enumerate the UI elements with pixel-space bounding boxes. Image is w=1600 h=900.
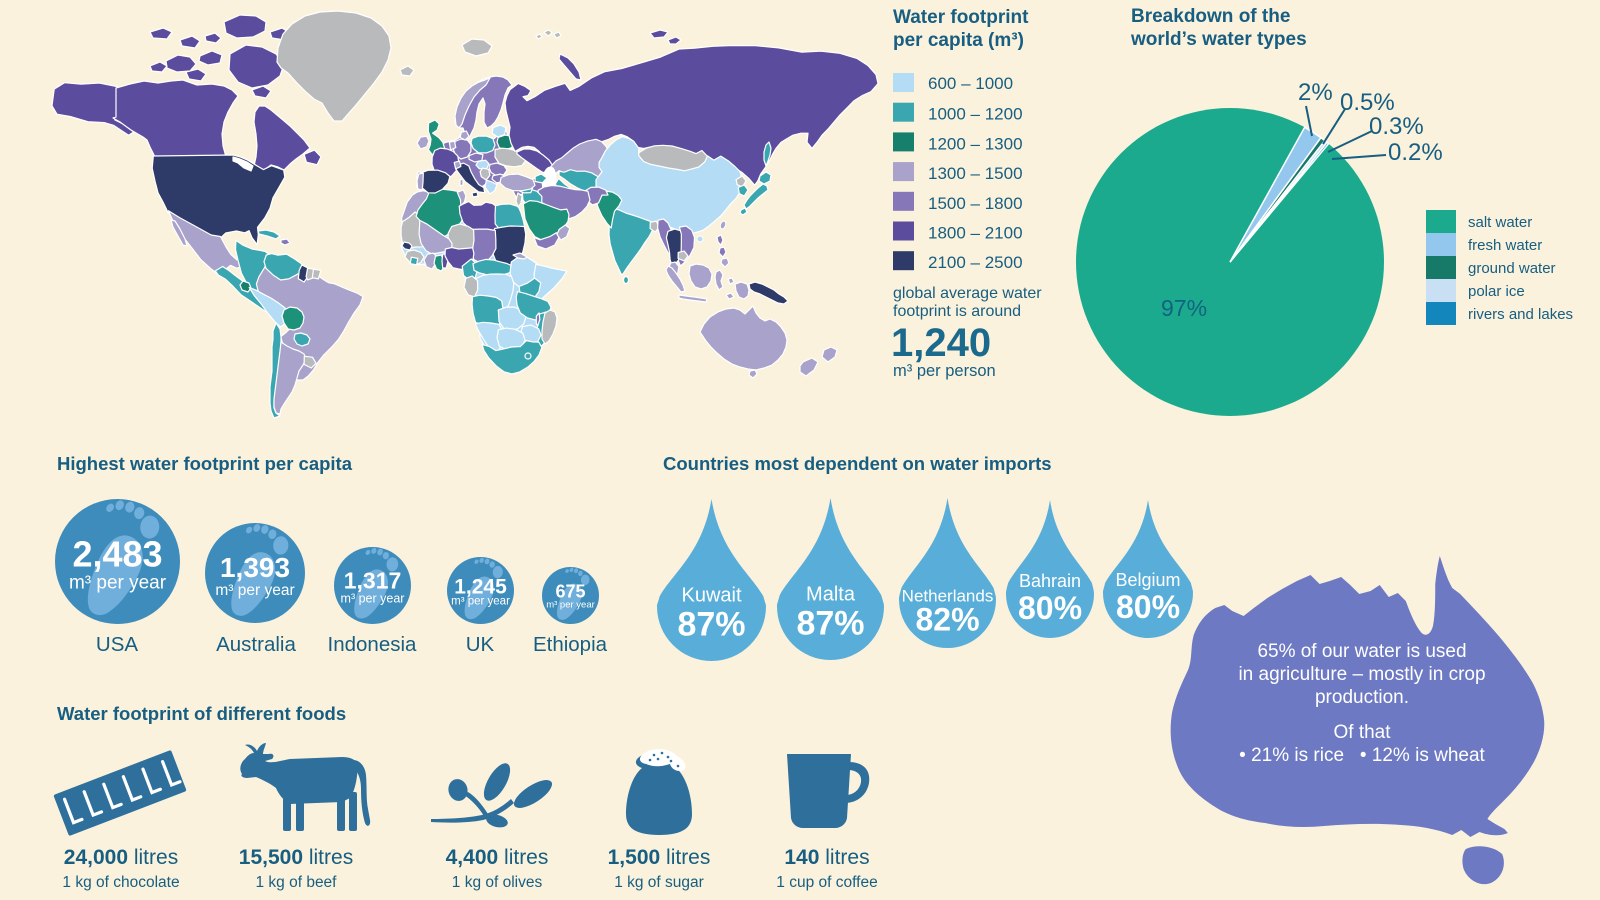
svg-text:2%: 2% (1298, 79, 1333, 106)
svg-text:65% of our water is used: 65% of our water is used (1257, 641, 1466, 662)
svg-text:m³ per year: m³ per year (546, 600, 595, 611)
svg-text:4,400 litres: 4,400 litres (446, 846, 549, 869)
svg-text:1000 – 1200: 1000 – 1200 (928, 105, 1023, 124)
svg-text:1 kg of sugar: 1 kg of sugar (614, 874, 704, 891)
svg-text:0.2%: 0.2% (1388, 139, 1443, 166)
svg-text:1300 – 1500: 1300 – 1500 (928, 164, 1023, 183)
svg-text:1 kg of olives: 1 kg of olives (452, 874, 543, 891)
svg-text:rivers and lakes: rivers and lakes (1468, 306, 1573, 323)
svg-text:production.: production. (1315, 687, 1409, 708)
svg-text:24,000 litres: 24,000 litres (64, 846, 178, 869)
svg-text:80%: 80% (1116, 589, 1180, 625)
svg-text:140 litres: 140 litres (784, 846, 869, 869)
svg-text:82%: 82% (915, 602, 979, 638)
svg-text:97%: 97% (1161, 295, 1207, 321)
svg-text:in agriculture – mostly in cro: in agriculture – mostly in crop (1238, 664, 1485, 685)
svg-text:1500 – 1800: 1500 – 1800 (928, 194, 1023, 213)
svg-text:15,500 litres: 15,500 litres (239, 846, 353, 869)
svg-text:80%: 80% (1018, 590, 1082, 626)
svg-text:1200 – 1300: 1200 – 1300 (928, 134, 1023, 153)
svg-text:1,245: 1,245 (454, 576, 507, 599)
svg-text:Kuwait: Kuwait (681, 585, 741, 607)
svg-text:Bahrain: Bahrain (1019, 571, 1081, 591)
svg-text:0.3%: 0.3% (1369, 113, 1424, 140)
svg-text:m³ per year: m³ per year (341, 592, 405, 606)
svg-text:2100 – 2500: 2100 – 2500 (928, 253, 1023, 272)
svg-text:1,317: 1,317 (344, 568, 402, 594)
svg-text:• 21% is rice • 12% is wheat: • 21% is rice • 12% is wheat (1239, 745, 1485, 766)
svg-text:1,393: 1,393 (220, 552, 290, 583)
svg-text:Indonesia: Indonesia (328, 633, 418, 656)
svg-text:Netherlands: Netherlands (902, 587, 994, 606)
svg-text:salt water: salt water (1468, 214, 1532, 231)
svg-text:Malta: Malta (806, 584, 856, 606)
svg-text:1 kg of chocolate: 1 kg of chocolate (62, 874, 179, 891)
svg-text:fresh water: fresh water (1468, 237, 1542, 254)
svg-text:1 kg of beef: 1 kg of beef (255, 874, 337, 891)
svg-text:600 – 1000: 600 – 1000 (928, 74, 1013, 93)
svg-text:USA: USA (96, 633, 138, 656)
svg-text:675: 675 (555, 582, 585, 602)
svg-text:1 cup of coffee: 1 cup of coffee (776, 874, 877, 891)
svg-text:Ethiopia: Ethiopia (533, 633, 608, 656)
svg-text:Of that: Of that (1333, 722, 1391, 743)
svg-text:1,500 litres: 1,500 litres (608, 846, 711, 869)
svg-text:1800 – 2100: 1800 – 2100 (928, 224, 1023, 243)
svg-text:m³ per year: m³ per year (215, 582, 294, 599)
svg-text:0.5%: 0.5% (1340, 89, 1395, 116)
svg-text:UK: UK (466, 633, 495, 656)
svg-text:m³ per year: m³ per year (69, 573, 167, 594)
svg-text:87%: 87% (796, 605, 864, 643)
svg-text:m³ per year: m³ per year (451, 596, 510, 608)
svg-text:Australia: Australia (216, 633, 296, 656)
svg-text:87%: 87% (677, 606, 745, 644)
svg-text:polar ice: polar ice (1468, 283, 1525, 300)
svg-text:Belgium: Belgium (1115, 570, 1180, 590)
svg-text:2,483: 2,483 (72, 534, 162, 575)
svg-text:ground water: ground water (1468, 260, 1556, 277)
